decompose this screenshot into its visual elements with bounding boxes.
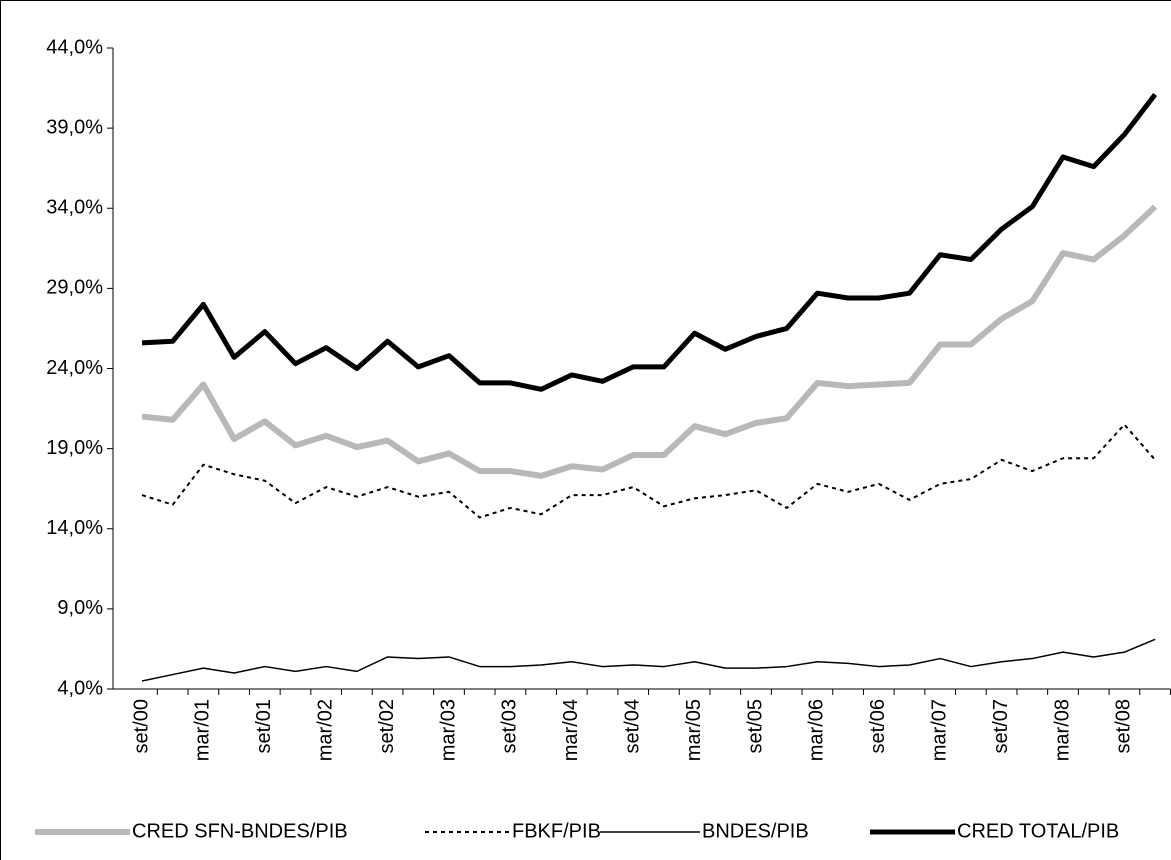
legend-label: CRED TOTAL/PIB: [957, 820, 1119, 842]
y-tick-label: 9,0%: [57, 597, 103, 619]
y-tick-label: 34,0%: [46, 197, 103, 219]
x-tick-label: set/01: [253, 699, 275, 753]
series-line: [141, 92, 1158, 392]
series-line: [141, 638, 1156, 682]
x-tick-label: set/03: [499, 699, 521, 753]
y-tick-label: 29,0%: [46, 277, 103, 299]
x-tick-label: mar/08: [1051, 699, 1073, 761]
x-tick-label: set/06: [867, 699, 889, 753]
x-tick-label: set/05: [744, 699, 766, 753]
x-tick-label: mar/02: [314, 699, 336, 761]
y-tick-label: 4,0%: [57, 677, 103, 699]
x-tick-label: mar/05: [683, 699, 705, 761]
y-tick-label: 39,0%: [46, 116, 103, 138]
y-tick-label: 19,0%: [46, 437, 103, 459]
y-tick-label: 14,0%: [46, 517, 103, 539]
y-tick-label: 24,0%: [46, 357, 103, 379]
series-line: [141, 204, 1158, 479]
legend-label: BNDES/PIB: [702, 820, 809, 842]
x-tick-label: set/07: [990, 699, 1012, 753]
y-tick-label: 44,0%: [46, 36, 103, 58]
x-tick-label: mar/01: [192, 699, 214, 761]
x-tick-label: set/08: [1113, 699, 1135, 753]
x-tick-label: mar/04: [560, 699, 582, 761]
legend-label: CRED SFN-BNDES/PIB: [132, 820, 348, 842]
legend-label: FBKF/PIB: [512, 820, 601, 842]
x-tick-label: mar/03: [437, 699, 459, 761]
x-tick-label: set/02: [376, 699, 398, 753]
x-tick-label: mar/06: [806, 699, 828, 761]
x-tick-label: mar/07: [928, 699, 950, 761]
series-line: [141, 423, 1156, 519]
x-tick-label: set/00: [130, 699, 152, 753]
x-tick-label: set/04: [621, 699, 643, 753]
